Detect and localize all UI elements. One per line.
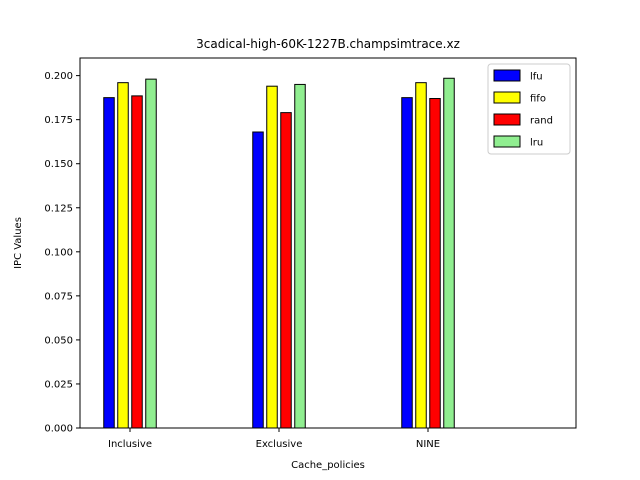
bar-lru-inclusive bbox=[145, 78, 157, 429]
legend-label-lfu: lfu bbox=[530, 72, 543, 83]
bars-group bbox=[103, 77, 455, 429]
y-tick-label: 0.050 bbox=[44, 335, 73, 346]
x-axis: Inclusive Exclusive NINE bbox=[108, 428, 440, 450]
legend-swatch-fifo bbox=[493, 91, 521, 104]
legend-label-fifo: fifo bbox=[530, 94, 546, 105]
x-tick-label: Inclusive bbox=[108, 439, 152, 450]
x-tick-label: NINE bbox=[416, 439, 440, 450]
bar-lfu-inclusive bbox=[103, 97, 115, 429]
bar-lfu-nine bbox=[401, 97, 413, 429]
bar-fifo-nine bbox=[415, 82, 427, 429]
y-tick-label: 0.100 bbox=[44, 247, 73, 258]
chart-title: 3cadical-high-60K-1227B.champsimtrace.xz bbox=[196, 37, 460, 51]
y-tick-label: 0.125 bbox=[44, 203, 73, 214]
bar-lru-nine bbox=[443, 77, 455, 429]
y-axis-label: IPC Values bbox=[13, 217, 24, 269]
y-tick-label: 0.000 bbox=[44, 424, 73, 435]
legend: lfu fifo rand lru bbox=[487, 63, 571, 155]
x-axis-label: Cache_policies bbox=[291, 460, 365, 471]
bar-lru-exclusive bbox=[294, 83, 306, 429]
x-tick-label: Exclusive bbox=[256, 439, 303, 450]
legend-swatch-lru bbox=[493, 135, 521, 148]
bar-rand-exclusive bbox=[280, 112, 292, 429]
bar-rand-inclusive bbox=[131, 95, 143, 429]
y-tick-label: 0.200 bbox=[44, 71, 73, 82]
bar-fifo-exclusive bbox=[266, 85, 278, 429]
legend-swatch-lfu bbox=[493, 69, 521, 82]
bar-lfu-exclusive bbox=[252, 131, 264, 429]
legend-box bbox=[487, 63, 571, 155]
plot-area-frame bbox=[79, 57, 577, 429]
legend-swatch-rand bbox=[493, 113, 521, 126]
y-tick-label: 0.075 bbox=[44, 291, 73, 302]
legend-label-lru: lru bbox=[530, 138, 543, 149]
y-tick-label: 0.025 bbox=[44, 379, 73, 390]
bar-fifo-inclusive bbox=[117, 82, 129, 429]
y-axis: 0.000 0.025 0.050 0.075 0.100 0.125 0.150 0.175… bbox=[44, 71, 80, 435]
y-tick-label: 0.150 bbox=[44, 159, 73, 170]
y-tick-label: 0.175 bbox=[44, 115, 73, 126]
bar-rand-nine bbox=[429, 98, 441, 429]
legend-label-rand: rand bbox=[530, 116, 553, 127]
